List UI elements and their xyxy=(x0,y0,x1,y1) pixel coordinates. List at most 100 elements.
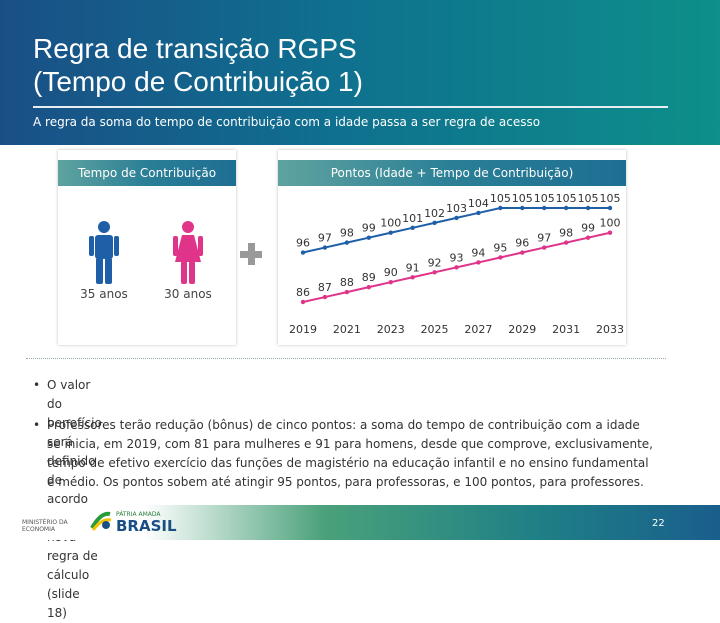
bullet-teachers-line-2: se inicia, em 2019, com 81 para mulheres… xyxy=(47,437,653,451)
series-point-1 xyxy=(388,280,393,285)
points-heading: Pontos (Idade + Tempo de Contribuição) xyxy=(278,160,626,186)
x-tick-label: 2019 xyxy=(289,323,317,336)
x-tick-label: 2031 xyxy=(552,323,580,336)
data-label: 93 xyxy=(450,251,464,264)
bullet-teachers-line-4: e médio. Os pontos sobem até atingir 95 … xyxy=(47,475,644,489)
contribution-time-heading: Tempo de Contribuição xyxy=(58,160,236,186)
data-label: 98 xyxy=(559,227,573,240)
data-label: 96 xyxy=(515,237,529,250)
data-label: 86 xyxy=(296,286,310,299)
points-card: Pontos (Idade + Tempo de Contribuição) xyxy=(278,150,626,345)
series-point-0 xyxy=(432,220,437,226)
series-point-1 xyxy=(498,255,503,260)
series-point-1 xyxy=(563,240,569,245)
data-label: 92 xyxy=(428,256,442,269)
plus-icon xyxy=(240,243,262,265)
title-rule xyxy=(33,106,668,108)
data-label: 90 xyxy=(384,266,398,279)
bullet-benefit-text: O valor do benefício será definido de ac… xyxy=(47,378,102,620)
data-label: 97 xyxy=(537,232,551,245)
data-label: 105 xyxy=(600,192,621,205)
brasil-big-text: BRASIL xyxy=(116,517,177,535)
series-point-1 xyxy=(432,270,437,275)
ministry-line-1: MINISTÉRIO DA xyxy=(22,519,68,526)
data-label: 87 xyxy=(318,281,332,294)
series-point-1 xyxy=(410,275,415,280)
x-tick-label: 2023 xyxy=(377,323,405,336)
brasil-small-text: PÁTRIA AMADA xyxy=(116,511,161,518)
series-point-0 xyxy=(300,250,306,255)
data-label: 94 xyxy=(471,246,485,259)
data-label: 100 xyxy=(380,217,401,230)
series-point-0 xyxy=(322,245,328,250)
x-tick-label: 2029 xyxy=(508,323,536,336)
slide-subtitle: A regra da soma do tempo de contribuição… xyxy=(33,115,541,129)
ministry-line-2: ECONOMIA xyxy=(22,526,55,533)
title-line-1: Regra de transição RGPS xyxy=(33,33,357,64)
data-label: 105 xyxy=(578,192,599,205)
series-point-1 xyxy=(454,265,459,270)
data-label: 88 xyxy=(340,276,354,289)
series-point-0 xyxy=(542,205,547,211)
data-label: 99 xyxy=(581,222,595,235)
bullet-dot: • xyxy=(33,418,41,432)
series-point-1 xyxy=(476,260,481,265)
slide-footer xyxy=(0,505,720,540)
series-point-1 xyxy=(607,230,613,235)
data-label: 105 xyxy=(512,192,533,205)
data-label: 98 xyxy=(340,227,354,240)
ministry-logo: MINISTÉRIO DA ECONOMIA xyxy=(22,519,68,533)
series-point-0 xyxy=(454,215,459,221)
series-point-1 xyxy=(585,235,591,240)
data-label: 105 xyxy=(556,192,577,205)
data-label: 95 xyxy=(493,241,507,254)
series-point-1 xyxy=(542,245,547,250)
series-point-1 xyxy=(344,289,350,295)
series-point-0 xyxy=(520,205,525,211)
divider xyxy=(26,358,666,359)
series-point-0 xyxy=(388,230,393,235)
data-label: 96 xyxy=(296,237,310,250)
data-label: 105 xyxy=(490,192,511,205)
series-point-0 xyxy=(366,235,371,240)
series-point-0 xyxy=(476,210,481,216)
series-point-0 xyxy=(410,225,415,230)
series-point-1 xyxy=(366,284,371,290)
slide-title: Regra de transição RGPS (Tempo de Contri… xyxy=(33,32,363,98)
x-tick-label: 2025 xyxy=(421,323,449,336)
contribution-time-card: Tempo de Contribuição 35 anos 30 anos xyxy=(58,150,236,345)
data-label: 103 xyxy=(446,202,467,215)
title-line-2: (Tempo de Contribuição 1) xyxy=(33,66,363,97)
x-tick-label: 2021 xyxy=(333,323,361,336)
series-point-1 xyxy=(322,294,328,300)
brasil-flag-icon xyxy=(90,511,112,531)
slide-header xyxy=(0,0,720,145)
series-point-0 xyxy=(498,205,503,211)
data-label: 104 xyxy=(468,197,489,210)
bullet-teachers-line-1: Professores terão redução (bônus) de cin… xyxy=(47,418,640,432)
series-point-0 xyxy=(607,205,613,211)
woman-icon xyxy=(173,221,203,284)
man-label: 35 anos xyxy=(80,287,128,301)
data-label: 101 xyxy=(402,212,423,225)
bullet-dot: • xyxy=(33,378,41,392)
points-chart: 96 97 98 99 100 101 102 103 104 105 105 105 105 105 10… xyxy=(289,192,624,336)
data-label: 100 xyxy=(600,217,621,230)
page-number: 22 xyxy=(652,518,665,529)
series-point-0 xyxy=(563,205,569,211)
series-point-1 xyxy=(300,299,306,305)
data-label: 91 xyxy=(406,261,420,274)
brasil-logo: PÁTRIA AMADA BRASIL xyxy=(90,510,177,536)
bullet-teachers-line-3: tempo de efetivo exercício das funções d… xyxy=(47,456,649,470)
x-tick-label: 2027 xyxy=(464,323,492,336)
series-point-0 xyxy=(585,205,591,211)
data-label: 97 xyxy=(318,232,332,245)
x-tick-label: 2033 xyxy=(596,323,624,336)
series-point-0 xyxy=(344,240,350,245)
data-label: 102 xyxy=(424,207,445,220)
data-label: 105 xyxy=(534,192,555,205)
woman-label: 30 anos xyxy=(164,287,212,301)
series-point-1 xyxy=(520,250,525,255)
data-label: 89 xyxy=(362,271,376,284)
man-icon xyxy=(89,221,119,284)
